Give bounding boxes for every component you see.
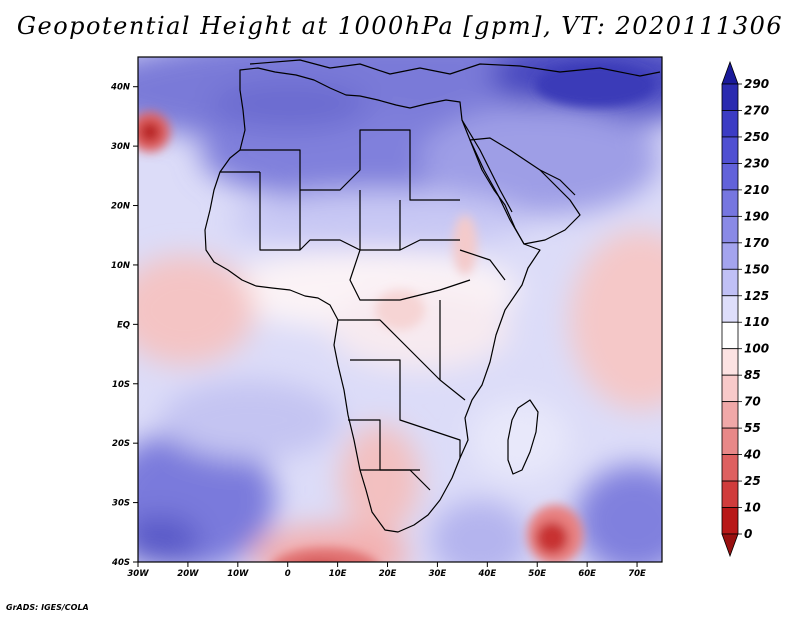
colorbar-swatch <box>721 110 739 138</box>
colorbar-label: 70 <box>744 395 761 409</box>
colorbar-swatch <box>721 189 739 217</box>
colorbar-swatch <box>721 401 739 429</box>
colorbar-label: 40 <box>743 448 761 462</box>
lat-tick-label: 30N <box>111 142 130 152</box>
colorbar-label: 55 <box>744 421 761 435</box>
colorbar-label: 25 <box>744 474 761 488</box>
lon-tick-label: 10W <box>227 569 249 579</box>
colorbar-swatch <box>721 268 739 297</box>
colorbar-top-arrow <box>721 60 739 85</box>
colorbar-swatch <box>721 480 739 508</box>
colorbar-swatch <box>721 83 739 111</box>
coastlines <box>204 59 661 533</box>
colorbar-label: 125 <box>744 289 769 303</box>
colorbar-swatch <box>721 215 739 244</box>
colorbar-label: 0 <box>744 527 752 541</box>
height-field <box>138 57 662 562</box>
lon-tick-label: 20E <box>379 569 397 579</box>
latitude-axis: 40N 30N 20N 10N EQ 10S 20S 30S 40S <box>110 83 138 568</box>
lon-tick-label: 50E <box>528 569 546 579</box>
lon-tick-label: 20W <box>177 569 199 579</box>
colorbar-swatch <box>721 295 739 323</box>
colorbar-label: 110 <box>744 315 769 329</box>
map-frame <box>137 56 663 563</box>
colorbar-label: 190 <box>744 209 769 223</box>
colorbar-swatch <box>721 454 739 482</box>
colorbar-label: 100 <box>744 342 769 356</box>
longitude-axis: 30W 20W 10W 0 10E 20E 30E 40E 50E 60E 70E <box>127 562 646 579</box>
colorbar-label: 170 <box>744 236 769 250</box>
lat-tick-label: EQ <box>117 320 130 330</box>
lat-tick-label: 40S <box>111 558 130 568</box>
lat-tick-label: 10N <box>111 261 130 271</box>
colorbar-swatch <box>721 163 739 191</box>
lon-tick-label: 60E <box>578 569 596 579</box>
colorbar-swatch <box>721 321 739 350</box>
colorbar-bottom-arrow <box>721 533 739 558</box>
colorbar-label: 10 <box>744 501 761 515</box>
colorbar-label: 85 <box>744 368 761 382</box>
lon-tick-label: 70E <box>628 569 646 579</box>
colorbar-swatch <box>721 348 739 376</box>
lon-tick-label: 10E <box>329 569 347 579</box>
colorbar-label: 230 <box>744 156 769 170</box>
colorbar: 2902702502302101901701501251101008570554… <box>721 60 769 558</box>
lon-tick-label: 40E <box>478 569 497 579</box>
footer-credit: GrADS: IGES/COLA <box>6 603 89 612</box>
colorbar-swatch <box>721 507 739 535</box>
chart-title: Geopotential Height at 1000hPa [gpm], VT… <box>16 12 784 40</box>
lat-tick-label: 40N <box>110 83 130 93</box>
lon-tick-label: 30W <box>127 569 149 579</box>
lon-tick-label: 0 <box>285 569 291 579</box>
colorbar-label: 210 <box>744 183 769 197</box>
colorbar-label: 270 <box>744 103 769 117</box>
lat-tick-label: 30S <box>112 499 130 509</box>
colorbar-swatch <box>721 374 739 403</box>
colorbar-swatch <box>721 242 739 270</box>
lat-tick-label: 20S <box>112 439 130 449</box>
colorbar-swatch <box>721 427 739 455</box>
colorbar-swatch <box>721 136 739 164</box>
colorbar-label: 290 <box>744 77 769 91</box>
colorbar-label: 150 <box>744 262 769 276</box>
lat-tick-label: 10S <box>112 380 130 390</box>
lat-tick-label: 20N <box>111 202 130 212</box>
colorbar-label: 250 <box>744 130 769 144</box>
lon-tick-label: 30E <box>429 569 447 579</box>
